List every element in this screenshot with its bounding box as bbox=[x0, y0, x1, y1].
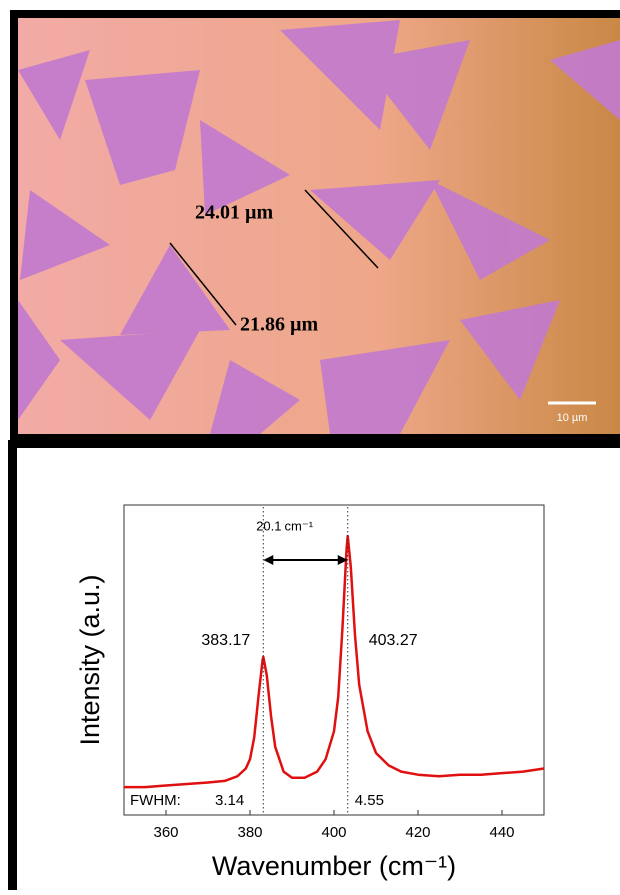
scale-label: 10 µm bbox=[557, 412, 588, 424]
figure: 24.01 µm 21.86 µm 10 µm Intensity (a.u.)… bbox=[0, 0, 620, 890]
x-tick-label: 440 bbox=[489, 824, 514, 841]
y-axis-label: Intensity (a.u.) bbox=[75, 574, 105, 745]
peak-label: 383.17 bbox=[201, 632, 250, 649]
fwhm-label: FWHM: bbox=[130, 792, 181, 809]
page: {"image": {"annotations": ["24.01 µm", "… bbox=[0, 0, 620, 895]
fwhm-value: 3.14 bbox=[215, 792, 244, 809]
x-tick-label: 400 bbox=[321, 824, 346, 841]
frame bbox=[10, 440, 620, 448]
x-axis-label: Wavenumber (cm⁻¹) bbox=[212, 851, 456, 881]
spectrum-line bbox=[124, 536, 544, 787]
peak-label: 403.27 bbox=[369, 632, 418, 649]
plot-area bbox=[124, 505, 544, 815]
micrograph: 24.01 µm 21.86 µm 10 µm bbox=[10, 10, 620, 440]
measurement: 24.01 µm bbox=[195, 202, 274, 224]
measurement: 21.86 µm bbox=[240, 314, 319, 336]
frame bbox=[8, 440, 17, 890]
x-tick-label: 380 bbox=[237, 824, 262, 841]
x-tick-label: 420 bbox=[405, 824, 430, 841]
splitting-unit: cm⁻¹ bbox=[285, 518, 314, 533]
spectrum-panel: Intensity (a.u.) Wavenumber (cm⁻¹) bbox=[8, 440, 620, 890]
fwhm-value: 4.55 bbox=[355, 792, 384, 809]
x-tick-label: 360 bbox=[153, 824, 178, 841]
splitting-value: 20.1 bbox=[256, 518, 281, 533]
